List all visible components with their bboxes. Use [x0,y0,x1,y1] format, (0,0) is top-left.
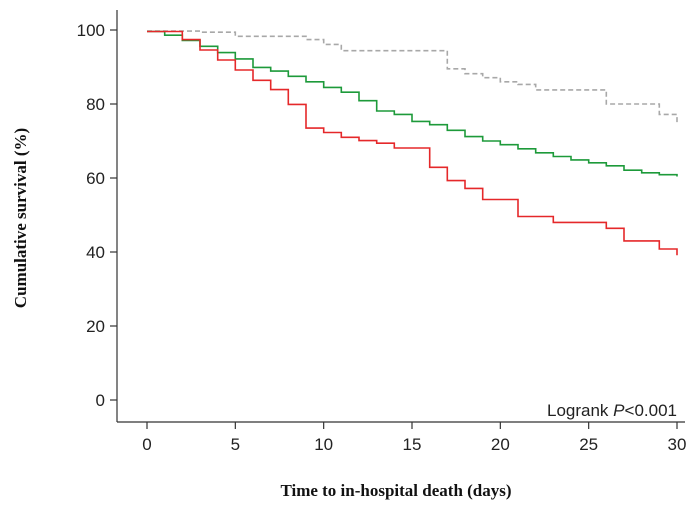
curves [147,30,678,256]
y-tick-label: 20 [86,317,105,336]
x-tick-label: 0 [142,435,151,454]
x-tick-label: 5 [231,435,240,454]
x-tick-label: 20 [491,435,510,454]
logrank-value: <0.001 [625,401,677,420]
logrank-annotation: Logrank P<0.001 [547,401,677,420]
logrank-stat: P [613,401,625,420]
survival-curve-3 [147,30,678,256]
x-axis-title: Time to in-hospital death (days) [280,481,511,500]
survival-curve-2 [147,30,678,177]
x-tick-label: 25 [579,435,598,454]
y-tick-label: 100 [77,21,105,40]
y-axis-title: Cumulative survival (%) [11,128,30,308]
logrank-prefix: Logrank [547,401,613,420]
y-tick-label: 40 [86,243,105,262]
survival-curve-1 [147,30,678,125]
x-tick-label: 10 [314,435,333,454]
x-tick-label: 30 [668,435,687,454]
labels: 0 20 40 60 80 100 0 5 10 15 20 25 30 [77,21,687,454]
axes [110,10,685,429]
x-tick-label: 15 [403,435,422,454]
y-tick-label: 0 [96,391,105,410]
y-tick-label: 60 [86,169,105,188]
y-tick-label: 80 [86,95,105,114]
